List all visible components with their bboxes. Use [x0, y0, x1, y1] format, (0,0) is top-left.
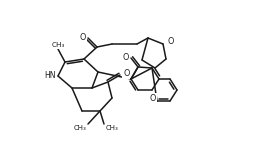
Text: O: O — [80, 33, 86, 42]
Text: O: O — [123, 70, 130, 79]
Text: HN: HN — [45, 72, 56, 81]
Text: CH₃: CH₃ — [73, 125, 86, 131]
Text: O: O — [167, 38, 173, 47]
Text: CH₃: CH₃ — [106, 125, 119, 131]
Text: O: O — [123, 53, 129, 62]
Text: CH₃: CH₃ — [51, 42, 65, 48]
Text: O: O — [150, 94, 156, 103]
